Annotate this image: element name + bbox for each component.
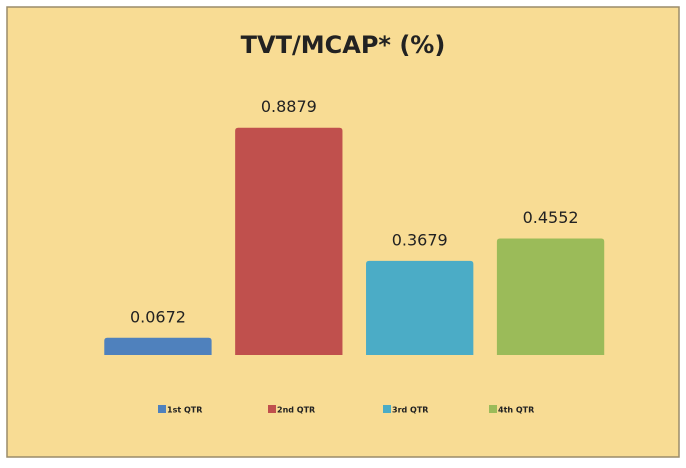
- legend-swatch: [158, 405, 166, 413]
- bar: [235, 127, 343, 355]
- chart-background: [6, 6, 680, 458]
- legend-swatch: [268, 405, 276, 413]
- legend-label: 4th QTR: [498, 406, 534, 415]
- chart-title: TVT/MCAP* (%): [241, 31, 446, 59]
- bar: [366, 260, 474, 355]
- legend-label: 1st QTR: [167, 406, 202, 415]
- data-label: 0.4552: [523, 208, 579, 227]
- legend-label: 2nd QTR: [277, 406, 315, 415]
- data-label: 0.3679: [392, 230, 448, 249]
- legend-swatch: [383, 405, 391, 413]
- bar: [496, 238, 605, 355]
- bar: [104, 337, 212, 355]
- data-label: 0.0672: [130, 307, 186, 326]
- legend-label: 3rd QTR: [392, 406, 428, 415]
- legend-swatch: [489, 405, 497, 413]
- data-label: 0.8879: [261, 97, 317, 116]
